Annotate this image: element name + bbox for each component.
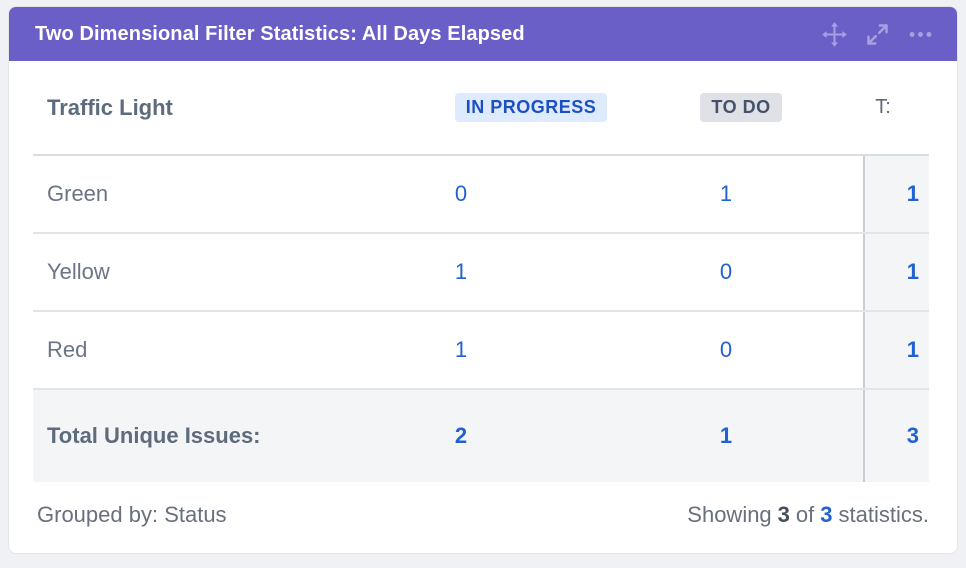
row-label-cell: Green	[33, 156, 333, 232]
grand-total-cell: 3	[863, 390, 929, 482]
stat-cell: 0	[333, 156, 589, 232]
row-label: Yellow	[47, 259, 110, 284]
statistics-table: Traffic Light IN PROGRESS TO DO T: Green…	[33, 61, 929, 482]
shown-count: 3	[777, 502, 790, 527]
more-icon[interactable]	[907, 21, 934, 48]
row-axis-label: Traffic Light	[47, 94, 173, 120]
stat-link[interactable]: 1	[454, 259, 468, 284]
of-text: of	[795, 502, 815, 527]
total-row-label: Total Unique Issues:	[47, 423, 261, 448]
stat-link[interactable]: 0	[719, 337, 733, 362]
row-label-cell: Red	[33, 312, 333, 388]
header-cell-traffic-light: Traffic Light	[33, 61, 333, 154]
row-total-link[interactable]: 1	[906, 337, 919, 362]
row-total-cell: 1	[863, 234, 929, 310]
status-lozenge-in-progress[interactable]: IN PROGRESS	[454, 93, 608, 122]
table-row-green: Green 0 1 1	[33, 156, 929, 234]
row-label: Red	[47, 337, 88, 362]
row-total-cell: 1	[863, 156, 929, 232]
total-count-link[interactable]: 3	[820, 502, 833, 527]
grand-total-link[interactable]: 3	[906, 423, 919, 448]
row-label-cell: Yellow	[33, 234, 333, 310]
stat-link[interactable]: 0	[454, 181, 468, 206]
stat-cell: 0	[589, 234, 863, 310]
gadget-card: Two Dimensional Filter Statistics: All D…	[8, 6, 958, 554]
stat-cell: 2	[333, 390, 589, 482]
stat-cell: 1	[589, 390, 863, 482]
table-row-yellow: Yellow 1 0 1	[33, 234, 929, 312]
showing-statistics-text: Showing 3 of 3 statistics.	[687, 502, 929, 528]
grouped-by-text: Grouped by: Status	[37, 502, 227, 527]
gadget-title: Two Dimensional Filter Statistics: All D…	[35, 22, 525, 45]
stat-cell: 1	[589, 156, 863, 232]
move-icon[interactable]	[821, 21, 848, 48]
stat-link[interactable]: 1	[454, 337, 468, 362]
header-cell-totals: T:	[863, 61, 929, 154]
total-label-cell: Total Unique Issues:	[33, 390, 333, 482]
total-stat-link[interactable]: 2	[454, 423, 468, 448]
expand-icon[interactable]	[864, 21, 891, 48]
row-total-link[interactable]: 1	[906, 259, 919, 284]
gadget-header-actions	[821, 21, 934, 48]
header-cell-in-progress: IN PROGRESS	[333, 61, 608, 154]
showing-prefix: Showing	[687, 502, 772, 527]
totals-column-label: T:	[875, 96, 891, 118]
row-total-cell: 1	[863, 312, 929, 388]
stat-link[interactable]: 0	[719, 259, 733, 284]
gadget-header[interactable]: Two Dimensional Filter Statistics: All D…	[9, 7, 957, 61]
stat-cell: 1	[333, 234, 589, 310]
total-row: Total Unique Issues: 2 1 3	[33, 390, 929, 482]
header-cell-to-do: TO DO	[589, 61, 863, 154]
gadget-footer: Grouped by: Status Showing 3 of 3 statis…	[9, 482, 957, 554]
row-total-link[interactable]: 1	[906, 181, 919, 206]
total-stat-link[interactable]: 1	[719, 423, 733, 448]
stat-link[interactable]: 1	[719, 181, 733, 206]
stat-cell: 1	[333, 312, 589, 388]
stat-cell: 0	[589, 312, 863, 388]
table-row-red: Red 1 0 1	[33, 312, 929, 390]
row-label: Green	[47, 181, 109, 206]
table-header-row: Traffic Light IN PROGRESS TO DO T:	[33, 61, 929, 156]
statistics-suffix: statistics.	[838, 502, 929, 527]
status-lozenge-to-do[interactable]: TO DO	[700, 93, 782, 122]
